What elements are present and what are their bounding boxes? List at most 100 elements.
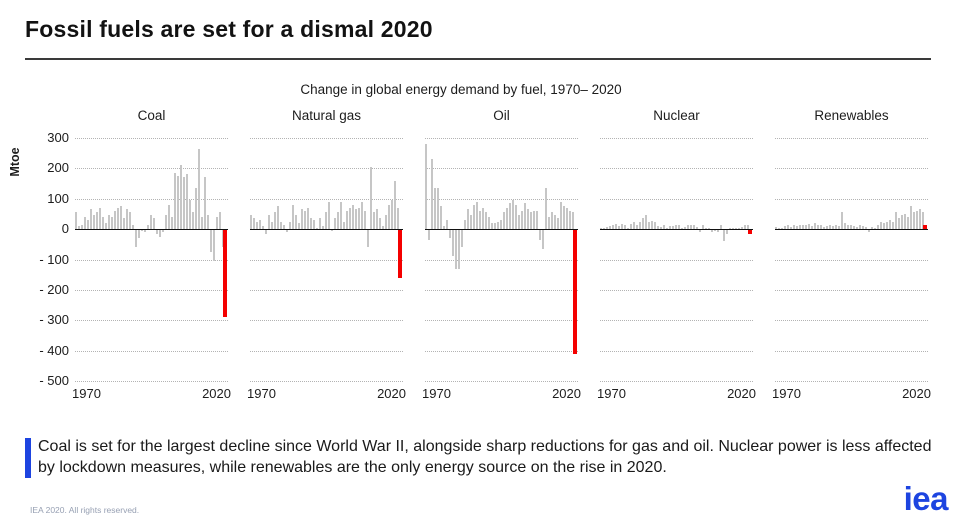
bar-1978 (99, 207, 101, 230)
bar-1996 (678, 225, 680, 230)
bar-2002 (346, 210, 348, 230)
bar-2000 (515, 204, 517, 230)
panel-title-natural-gas: Natural gas (291, 108, 362, 123)
x-label-start: 1970 (422, 386, 451, 401)
bar-2004 (527, 209, 529, 230)
bar-2018 (744, 225, 746, 230)
bar-1985 (470, 215, 472, 230)
gridline (250, 198, 403, 200)
bar-2010 (195, 188, 197, 230)
panel-natural-gas: Natural gas 1970 2020 (247, 108, 406, 404)
bar-2000 (690, 224, 692, 230)
x-axis-labels: 1970 2020 (422, 386, 581, 404)
x-label-end: 2020 (727, 386, 756, 401)
zero-axis-line (775, 229, 928, 231)
bar-1990 (835, 225, 837, 230)
bar-2016 (738, 227, 740, 230)
bar-1981 (458, 229, 460, 269)
bar-1996 (153, 218, 155, 230)
bar-1975 (790, 226, 792, 230)
gridline (75, 320, 228, 322)
gridline (250, 289, 403, 291)
bar-2019 (397, 207, 399, 230)
bar-2007 (711, 229, 713, 233)
bar-1970 (250, 215, 252, 230)
gridline (600, 320, 753, 322)
gridline (600, 198, 753, 200)
bar-1980 (105, 223, 107, 230)
panel-renewables: Renewables 1970 2020 (772, 108, 931, 404)
bar-2008 (539, 229, 541, 240)
bar-1977 (621, 223, 623, 230)
y-axis: Mtoe 300 200 100 0 - 100 - 200 - 300 - 400 - 500 (8, 108, 75, 404)
bar-2008 (889, 220, 891, 230)
bar-2011 (198, 148, 200, 230)
bar-1997 (856, 226, 858, 230)
gridline (775, 320, 928, 322)
bar-1975 (440, 206, 442, 230)
bar-1994 (322, 226, 324, 230)
bar-1994 (847, 224, 849, 230)
bar-2011 (898, 218, 900, 230)
bar-2014 (732, 227, 734, 230)
bar-1984 (467, 209, 469, 230)
bar-2016 (388, 204, 390, 230)
bar-2009 (542, 229, 544, 249)
bar-1978 (624, 224, 626, 230)
bar-2003 (699, 229, 701, 232)
bar-1987 (301, 209, 303, 230)
gridline (600, 350, 753, 352)
bar-2011 (548, 216, 550, 230)
bar-2015 (385, 215, 387, 230)
bar-1997 (156, 229, 158, 234)
bar-1985 (120, 206, 122, 230)
y-axis-tick: 100 (47, 190, 69, 206)
bar-1977 (446, 220, 448, 230)
bar-1972 (81, 224, 83, 230)
bar-1971 (78, 226, 80, 230)
bar-2016 (213, 229, 215, 262)
y-axis-unit-label: Mtoe (8, 147, 22, 177)
bar-1983 (814, 223, 816, 230)
bar-2017 (916, 210, 918, 230)
bar-1977 (96, 212, 98, 230)
bar-2020-highlight (223, 229, 227, 318)
bar-1973 (259, 220, 261, 230)
bar-1980 (280, 221, 282, 230)
bar-2015 (210, 229, 212, 252)
gridline (425, 289, 578, 291)
bar-1985 (645, 215, 647, 230)
bar-1976 (793, 224, 795, 230)
bar-2002 (171, 216, 173, 230)
gridline (775, 350, 928, 352)
bar-2005 (355, 209, 357, 230)
bar-2014 (907, 216, 909, 230)
bar-1983 (464, 220, 466, 230)
x-label-end: 2020 (902, 386, 931, 401)
bar-2008 (364, 210, 366, 230)
bar-1977 (796, 226, 798, 230)
bar-1998 (334, 218, 336, 230)
bar-1987 (826, 226, 828, 230)
bar-2017 (566, 207, 568, 230)
bar-1994 (497, 221, 499, 230)
bar-1998 (159, 229, 161, 237)
y-axis-tick: - 200 (39, 281, 69, 297)
gridline (75, 289, 228, 291)
bar-1973 (784, 226, 786, 230)
bar-1999 (512, 200, 514, 230)
bar-1970 (775, 226, 777, 230)
chart-figure: Mtoe 300 200 100 0 - 100 - 200 - 300 - 400 - 500… (8, 108, 931, 404)
gridline (75, 350, 228, 352)
bar-2003 (174, 172, 176, 230)
bar-2014 (557, 218, 559, 230)
gridline (75, 198, 228, 200)
bar-1990 (485, 212, 487, 230)
x-label-start: 1970 (772, 386, 801, 401)
bar-1971 (603, 227, 605, 230)
bar-2019 (922, 212, 924, 230)
gridline (250, 350, 403, 352)
bar-1979 (452, 229, 454, 257)
bar-2005 (180, 165, 182, 230)
bar-1976 (443, 226, 445, 230)
